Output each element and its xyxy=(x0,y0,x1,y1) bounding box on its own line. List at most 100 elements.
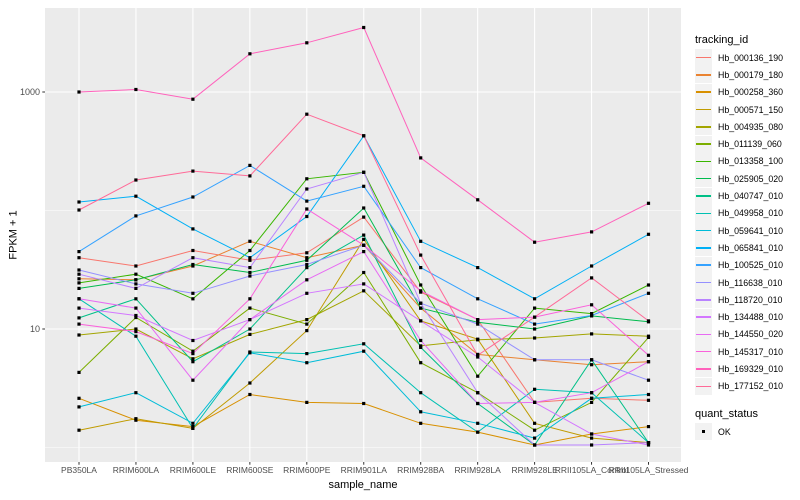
point-marker xyxy=(77,250,81,254)
legend-key-swatch xyxy=(695,135,712,153)
legend-item-label: Hb_011139_060 xyxy=(718,139,782,150)
point-marker xyxy=(533,358,537,362)
legend-item-label: Hb_049958_010 xyxy=(718,208,784,219)
point-marker xyxy=(191,227,195,231)
legend-item-label: Hb_134488_010 xyxy=(718,312,784,323)
point-marker xyxy=(77,286,81,290)
point-marker xyxy=(590,312,594,316)
quant-legend-item: OK xyxy=(695,423,799,441)
legend-item: Hb_000571_150 xyxy=(695,101,799,119)
legend-key-line xyxy=(696,56,711,59)
point-marker xyxy=(305,251,309,255)
point-marker xyxy=(646,425,651,429)
legend-item: Hb_065841_010 xyxy=(695,239,799,257)
point-marker xyxy=(134,297,138,301)
point-marker xyxy=(646,392,651,397)
point-marker xyxy=(305,352,309,356)
point-marker xyxy=(134,327,138,331)
point-marker xyxy=(533,306,537,310)
legend-item: Hb_116638_010 xyxy=(695,274,799,291)
legend-item: Hb_049958_010 xyxy=(695,204,799,222)
legend-key-swatch xyxy=(695,256,712,274)
point-marker xyxy=(77,200,81,204)
point-marker xyxy=(305,266,309,270)
legend-key-line xyxy=(696,108,711,111)
point-marker xyxy=(590,313,594,318)
point-marker xyxy=(248,297,252,301)
point-marker xyxy=(362,401,366,406)
legend-item: Hb_145317_010 xyxy=(695,343,799,361)
point-marker xyxy=(646,360,651,364)
x-tick-label: RRIM600LA xyxy=(113,465,160,475)
x-tick-label: RRII105LA_Stressed xyxy=(609,465,689,475)
y-tick-label: 10 xyxy=(30,324,40,334)
legend-key-line xyxy=(696,160,711,163)
point-marker xyxy=(646,353,651,357)
point-marker xyxy=(77,277,81,281)
point-marker xyxy=(646,319,651,323)
legend-key-line xyxy=(696,74,711,76)
point-marker xyxy=(476,391,480,395)
y-tick-label: 1000 xyxy=(20,87,40,97)
legend-item-label: Hb_000136_190 xyxy=(718,52,784,63)
legend-key-line xyxy=(696,91,711,93)
x-tick-label: RRIM600PE xyxy=(283,465,331,475)
legend-item-label: Hb_100525_010 xyxy=(718,260,784,271)
point-marker xyxy=(305,199,309,203)
point-marker xyxy=(248,306,252,310)
legend-item-label: Hb_013358_100 xyxy=(718,156,784,167)
point-marker xyxy=(419,239,423,243)
legend-key-line xyxy=(696,212,711,215)
point-marker xyxy=(419,319,423,323)
point-marker xyxy=(248,248,252,253)
point-marker xyxy=(362,270,366,275)
point-marker xyxy=(77,306,81,310)
point-marker xyxy=(191,352,195,356)
point-marker xyxy=(476,198,480,202)
legend-key-line xyxy=(696,316,711,318)
point-marker xyxy=(476,355,480,359)
legend-key-swatch xyxy=(695,204,712,222)
legend-key-swatch xyxy=(695,170,712,188)
legend-key-swatch xyxy=(695,49,712,67)
point-marker xyxy=(305,112,309,116)
legend-item: Hb_004935_080 xyxy=(695,118,799,136)
point-marker xyxy=(533,428,537,432)
point-marker xyxy=(362,170,366,174)
legend-key-swatch xyxy=(695,152,712,170)
point-marker xyxy=(134,272,138,276)
point-marker xyxy=(191,262,195,267)
point-marker xyxy=(590,432,594,436)
legend-item-label: Hb_169329_010 xyxy=(718,363,784,374)
point-marker xyxy=(191,349,195,353)
point-marker xyxy=(305,291,309,295)
x-tick-label: RRIM901LA xyxy=(341,465,388,475)
legend-key-line xyxy=(696,350,711,353)
series-points-Hb_100525_010 xyxy=(77,163,651,326)
legend: tracking_id Hb_000136_190 Hb_000179_180 Hb… xyxy=(695,33,799,441)
legend-item: Hb_059641_010 xyxy=(695,222,799,240)
point-marker xyxy=(362,289,366,293)
point-marker xyxy=(191,425,195,429)
legend-item: Hb_100525_010 xyxy=(695,256,799,274)
point-marker xyxy=(476,430,480,434)
point-marker xyxy=(419,421,423,425)
series-points-Hb_177152_010 xyxy=(77,112,651,357)
point-marker xyxy=(248,163,252,167)
point-marker xyxy=(191,97,195,101)
legend-item-label: Hb_004935_080 xyxy=(718,121,784,132)
legend-key-swatch xyxy=(695,83,712,101)
point-marker xyxy=(419,156,423,160)
legend-key-swatch xyxy=(695,101,712,119)
point-marker xyxy=(248,52,252,56)
legend-item: Hb_134488_010 xyxy=(695,308,799,326)
legend-item-label: Hb_116638_010 xyxy=(718,277,783,288)
point-marker xyxy=(77,90,81,94)
point-marker xyxy=(77,297,81,301)
point-marker xyxy=(191,256,195,260)
point-marker xyxy=(305,258,309,262)
point-marker xyxy=(77,281,81,285)
point-marker xyxy=(419,338,423,343)
x-tick-label: RRIM928LA xyxy=(454,465,501,475)
